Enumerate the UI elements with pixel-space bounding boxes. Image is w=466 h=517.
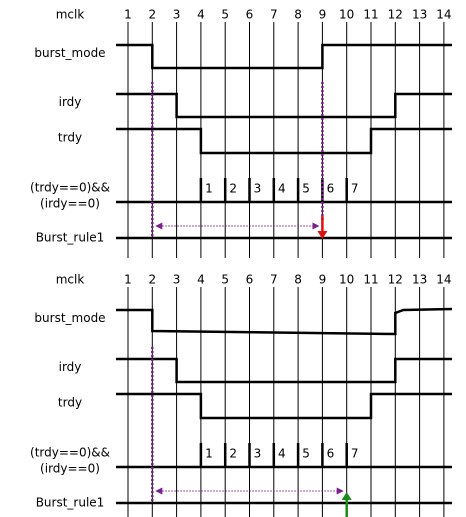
- clock-number: 11: [363, 8, 378, 22]
- condition-label-line1: (trdy==0)&&: [30, 446, 110, 460]
- clock-number: 1: [124, 8, 132, 22]
- clock-number: 1: [124, 273, 132, 287]
- count-number: 3: [254, 182, 262, 196]
- clock-number: 2: [148, 8, 156, 22]
- count-number: 6: [327, 182, 335, 196]
- clock-number: 5: [221, 273, 229, 287]
- bottom-panel: 1 2 3 4 5 6 7 8 9 10 11 12 13 14mclkburst_modeirdytrd…: [30, 273, 453, 517]
- clock-number: 6: [246, 273, 254, 287]
- clock-number: 12: [388, 273, 403, 287]
- trdy-waveform: [116, 127, 452, 155]
- clock-label: mclk: [56, 273, 85, 287]
- clock-number: 9: [319, 273, 327, 287]
- count-number: 7: [351, 447, 359, 461]
- burst_mode-label: burst_mode: [34, 46, 105, 60]
- trdy-waveform: [116, 392, 452, 420]
- top-panel: 1 2 3 4 5 6 7 8 9 10 11 12 13 14mclkburst_modeirdytrd…: [30, 8, 452, 258]
- clock-number: 10: [339, 273, 354, 287]
- condition-label-line1: (trdy==0)&&: [30, 181, 110, 195]
- count-number: 5: [302, 182, 310, 196]
- trdy-label: trdy: [58, 396, 82, 410]
- clock-number: 4: [197, 8, 205, 22]
- clock-number: 14: [436, 8, 451, 22]
- irdy-waveform: [116, 357, 452, 384]
- clock-number: 9: [319, 8, 327, 22]
- clock-number: 3: [173, 8, 181, 22]
- count-number: 5: [302, 447, 310, 461]
- clock-number: 14: [436, 273, 451, 287]
- clock-number: 8: [294, 273, 302, 287]
- trdy-label: trdy: [58, 131, 82, 145]
- count-number: 3: [254, 447, 262, 461]
- clock-number: 12: [388, 8, 403, 22]
- clock-number: 11: [363, 273, 378, 287]
- condition-label-line2: (irdy==0): [40, 462, 100, 476]
- clock-label: mclk: [56, 8, 85, 22]
- count-number: 7: [351, 182, 359, 196]
- fail-arrow-head: [317, 231, 328, 239]
- count-number: 1: [205, 447, 213, 461]
- count-number: 2: [229, 182, 237, 196]
- clock-number: 7: [270, 8, 278, 22]
- burst_mode-label: burst_mode: [34, 311, 105, 325]
- clock-number: 8: [294, 8, 302, 22]
- count-number: 6: [327, 447, 335, 461]
- burst-rule-label: Burst_rule1: [36, 231, 105, 245]
- clock-number: 6: [246, 8, 254, 22]
- clock-number: 2: [148, 273, 156, 287]
- clock-number: 5: [221, 8, 229, 22]
- condition-label-line2: (irdy==0): [40, 197, 100, 211]
- clock-number: 7: [270, 273, 278, 287]
- burst-rule-label: Burst_rule1: [36, 496, 105, 510]
- count-number: 4: [278, 447, 286, 461]
- irdy-label: irdy: [59, 95, 82, 109]
- clock-number: 4: [197, 273, 205, 287]
- count-number: 2: [229, 447, 237, 461]
- pass-arrow-head: [341, 492, 352, 500]
- irdy-label: irdy: [59, 360, 82, 374]
- clock-number: 10: [339, 8, 354, 22]
- clock-number: 13: [412, 8, 427, 22]
- count-number: 1: [205, 182, 213, 196]
- burst_mode-waveform: [116, 43, 452, 70]
- irdy-waveform: [116, 92, 452, 119]
- clock-number: 3: [173, 273, 181, 287]
- count-number: 4: [278, 182, 286, 196]
- clock-number: 13: [412, 273, 427, 287]
- burst_mode-waveform: [116, 307, 453, 336]
